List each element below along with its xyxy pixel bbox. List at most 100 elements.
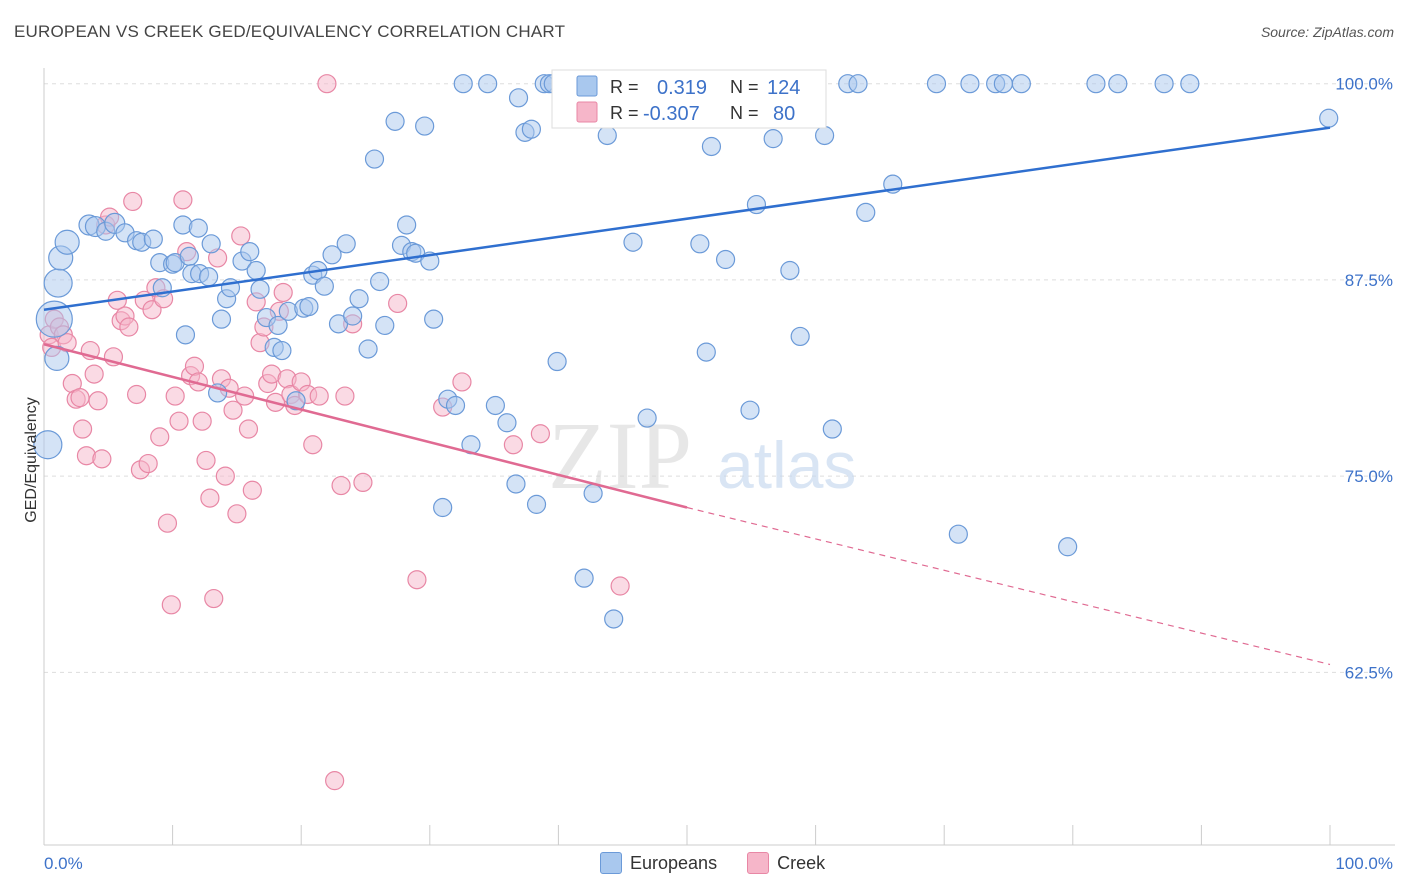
europeans-point-74 [526, 494, 547, 514]
creek-point-43 [204, 588, 224, 609]
stats-legend-box [551, 69, 827, 129]
europeans-legend-label: Europeans [630, 852, 718, 873]
europeans-point-53 [375, 315, 395, 336]
europeans-point-23 [188, 218, 208, 238]
europeans-point-90 [637, 408, 657, 428]
stats-legend: R = 0.319 N = 124 R = -0.307 N = 80 [551, 69, 827, 129]
y-tick-label-1: 75.0% [1345, 467, 1393, 486]
europeans-point-5 [54, 229, 80, 255]
creek-point-61 [273, 282, 293, 303]
europeans-swatch [576, 75, 598, 97]
y-axis-title: GED/Equivalency [23, 397, 40, 522]
y-tick-labels: 62.5% 75.0% 87.5% 100.0% [1335, 75, 1393, 683]
europeans-point-48 [343, 306, 363, 326]
creek-trend-line-extrapolated [686, 506, 1331, 666]
creek-r-label: R = [610, 103, 639, 123]
europeans-point-125 [1180, 74, 1200, 94]
europeans-legend-swatch [600, 852, 622, 874]
europeans-point-41 [299, 296, 319, 317]
y-tick-label-3: 100.0% [1335, 75, 1393, 94]
europeans-point-119 [993, 74, 1013, 94]
creek-point-46 [215, 466, 235, 486]
creek-point-21 [119, 317, 139, 337]
creek-point-22 [123, 191, 143, 212]
europeans-point-110 [822, 419, 842, 439]
creek-point-33 [165, 386, 185, 406]
europeans-point-13 [143, 229, 163, 249]
europeans-point-47 [336, 234, 356, 254]
creek-point-52 [238, 419, 259, 439]
creek-point-69 [317, 74, 337, 94]
europeans-point-123 [1108, 74, 1128, 94]
chart-title: EUROPEAN VS CREEK GED/EQUIVALENCY CORREL… [14, 22, 566, 41]
europeans-point-82 [574, 568, 594, 588]
europeans-point-83 [583, 483, 603, 503]
creek-point-10 [76, 446, 97, 466]
europeans-point-20 [175, 325, 196, 345]
grid-lines [44, 83, 1395, 673]
europeans-point-122 [1086, 74, 1106, 94]
europeans-point-52 [370, 271, 390, 292]
europeans-point-24 [199, 267, 219, 287]
europeans-point-50 [358, 339, 378, 359]
europeans-point-27 [211, 309, 232, 329]
creek-point-71 [331, 475, 351, 496]
creek-point-41 [196, 450, 216, 471]
europeans-point-120 [1011, 74, 1031, 94]
europeans-point-88 [623, 232, 643, 252]
creek-point-38 [184, 356, 205, 376]
creek-point-8 [70, 388, 90, 408]
watermark-atlas: atlas [717, 428, 856, 502]
creek-point-78 [452, 372, 472, 392]
europeans-point-38 [278, 301, 298, 321]
creek-r-value: -0.307 [643, 103, 700, 125]
creek-point-40 [192, 411, 212, 431]
creek-point-34 [169, 411, 189, 431]
europeans-point-95 [690, 234, 710, 254]
europeans-point-86 [604, 609, 624, 629]
europeans-point-65 [453, 74, 473, 94]
europeans-point-70 [506, 474, 526, 494]
europeans-point-51 [364, 149, 385, 169]
europeans-point-113 [856, 202, 876, 223]
creek-point-80 [530, 424, 550, 444]
trend-lines [43, 126, 1331, 666]
europeans-point-64 [445, 395, 466, 416]
europeans-point-49 [349, 289, 369, 309]
creek-point-13 [88, 391, 108, 411]
europeans-point-36 [272, 340, 292, 361]
watermark-zip: ZIP [548, 402, 692, 509]
europeans-point-25 [201, 234, 221, 254]
europeans-point-78 [547, 351, 567, 372]
europeans-point-18 [173, 215, 193, 235]
chart-source: Source: ZipAtlas.com [1260, 24, 1394, 40]
creek-point-81 [610, 576, 630, 596]
europeans-point-71 [508, 88, 529, 108]
europeans-point-69 [497, 413, 517, 433]
creek-point-68 [309, 386, 329, 406]
europeans-point-31 [240, 242, 260, 262]
creek-point-9 [72, 419, 93, 439]
creek-legend-swatch [747, 852, 770, 874]
europeans-r-value: 0.319 [657, 77, 707, 99]
europeans-point-121 [1058, 537, 1078, 557]
creek-n-value: 80 [773, 103, 795, 125]
europeans-point-73 [521, 119, 541, 139]
europeans-point-39 [286, 391, 306, 411]
creek-point-26 [138, 453, 158, 474]
creek-point-67 [303, 435, 323, 455]
europeans-point-117 [960, 74, 980, 94]
creek-point-49 [227, 504, 247, 524]
europeans-point-109 [815, 125, 835, 146]
europeans-point-96 [696, 342, 716, 362]
europeans-point-0 [33, 430, 63, 460]
creek-point-76 [407, 570, 427, 590]
creek-swatch [576, 101, 598, 123]
x-tick-label-1: 100.0% [1335, 854, 1393, 873]
europeans-point-62 [433, 497, 453, 518]
europeans-point-33 [250, 279, 270, 299]
europeans-point-101 [740, 400, 760, 420]
creek-point-75 [388, 293, 408, 314]
creek-n-label: N = [730, 103, 759, 123]
